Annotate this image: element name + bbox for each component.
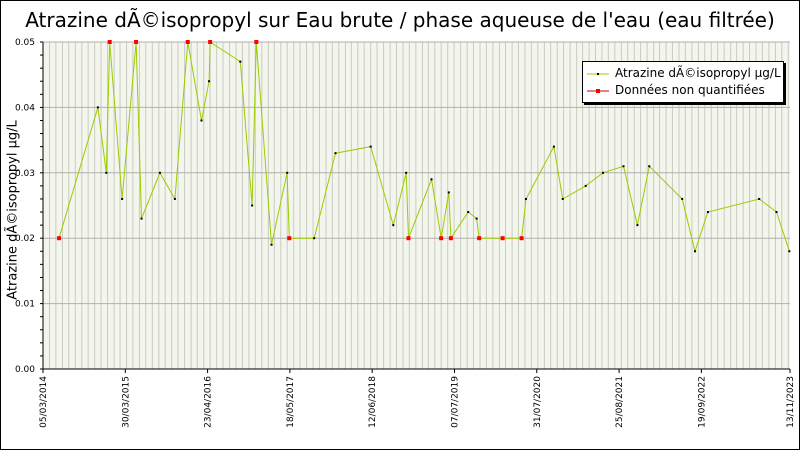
legend-nq-label: Données non quantifiées <box>615 83 765 97</box>
data-point <box>430 178 433 181</box>
x-tick-label: 23/04/2016 <box>204 376 214 428</box>
data-point <box>392 224 395 227</box>
data-point <box>561 197 564 200</box>
legend-item-non-quantified: Données non quantifiées <box>583 82 783 100</box>
data-point <box>286 171 289 174</box>
data-point-non-quantified <box>57 236 62 241</box>
y-tick-label: 0.00 <box>15 365 35 375</box>
data-point-non-quantified <box>500 236 505 241</box>
data-point-non-quantified <box>439 236 444 241</box>
data-point <box>105 171 108 174</box>
data-point <box>636 224 639 227</box>
y-tick-label: 0.02 <box>15 234 35 244</box>
chart-title: Atrazine dÃ©isopropyl sur Eau brute / ph… <box>25 8 775 32</box>
data-point <box>467 211 470 214</box>
data-point <box>525 197 528 200</box>
data-point-non-quantified <box>134 40 139 44</box>
data-point-non-quantified <box>208 40 213 44</box>
x-tick-label: 13/11/2023 <box>786 376 796 428</box>
x-tick-label: 05/03/2014 <box>39 376 49 428</box>
x-tick-label: 31/07/2020 <box>533 376 543 428</box>
data-point-non-quantified <box>448 236 453 241</box>
x-tick-label: 19/09/2022 <box>697 376 707 428</box>
data-point <box>681 197 684 200</box>
data-point-non-quantified <box>287 236 292 241</box>
data-point <box>270 243 273 246</box>
y-tick-labels: 0.00 0.01 0.02 0.03 0.04 0.05 <box>15 38 35 375</box>
data-point-non-quantified <box>519 236 524 241</box>
y-tick-label: 0.05 <box>15 38 35 48</box>
data-point <box>334 152 337 155</box>
data-point <box>758 197 761 200</box>
x-tick-label: 30/03/2015 <box>121 376 131 428</box>
data-point <box>200 119 203 122</box>
data-point <box>447 191 450 194</box>
series-markers <box>57 40 791 253</box>
data-point <box>369 145 372 148</box>
x-tick-label: 07/07/2019 <box>450 376 460 428</box>
legend: Atrazine dÃ©isopropyl µg/L Données non q… <box>582 61 784 103</box>
axes <box>40 41 791 373</box>
data-point <box>584 184 587 187</box>
data-point <box>251 204 254 207</box>
data-point <box>602 171 605 174</box>
data-point-non-quantified <box>107 40 112 44</box>
data-point <box>552 145 555 148</box>
data-point <box>239 60 242 63</box>
data-point <box>96 106 99 109</box>
data-point <box>648 165 651 168</box>
y-tick-label: 0.01 <box>15 300 35 310</box>
data-point-non-quantified <box>406 236 411 241</box>
data-point <box>313 237 316 240</box>
legend-item-series: Atrazine dÃ©isopropyl µg/L <box>583 65 783 83</box>
x-tick-label: 18/05/2017 <box>286 376 296 428</box>
x-tick-label: 12/06/2018 <box>368 376 378 428</box>
horizontal-grid <box>43 41 790 305</box>
data-point <box>622 165 625 168</box>
legend-series-swatch <box>587 73 609 75</box>
x-tick-label: 25/08/2021 <box>615 376 625 428</box>
series-polyline <box>58 41 790 254</box>
y-tick-label: 0.04 <box>15 103 35 113</box>
legend-nq-swatch <box>587 89 609 93</box>
y-tick-label: 0.03 <box>15 169 35 179</box>
data-point <box>405 171 408 174</box>
data-point <box>121 197 124 200</box>
data-point-non-quantified <box>254 40 259 44</box>
data-point <box>775 211 778 214</box>
data-point-non-quantified <box>185 40 190 44</box>
data-point <box>788 250 791 253</box>
legend-series-label: Atrazine dÃ©isopropyl µg/L <box>615 66 781 80</box>
data-point <box>208 80 211 83</box>
data-point <box>475 217 478 220</box>
data-point <box>694 250 697 253</box>
series-line <box>58 41 790 254</box>
data-point <box>158 171 161 174</box>
data-point <box>140 217 143 220</box>
x-tick-labels: 05/03/2014 30/03/2015 23/04/2016 18/05/2017… <box>39 376 796 428</box>
data-point-non-quantified <box>477 236 482 241</box>
data-point <box>706 211 709 214</box>
data-point <box>173 197 176 200</box>
